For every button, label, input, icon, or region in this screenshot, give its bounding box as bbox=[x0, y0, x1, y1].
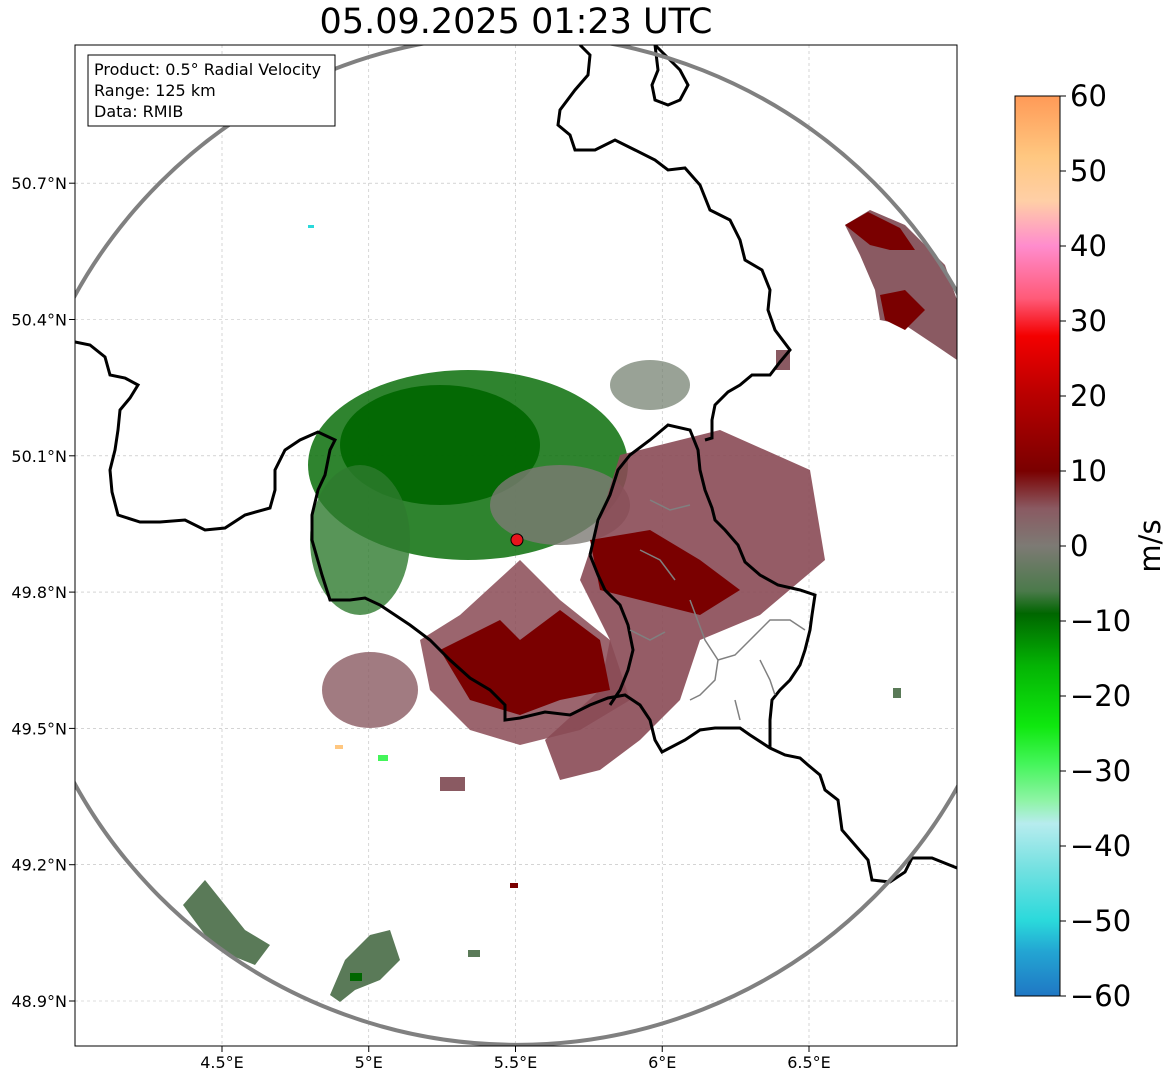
border-germany-bump bbox=[650, 45, 690, 107]
lon-tick-label: 6°E bbox=[648, 1053, 676, 1072]
lon-tick-label: 6.5°E bbox=[787, 1053, 831, 1072]
echo-outbound-southwest bbox=[322, 652, 418, 728]
border-germany-north bbox=[556, 45, 792, 442]
range-ring-125km bbox=[75, 45, 957, 1046]
border-lux-belgium bbox=[588, 554, 635, 706]
echo-fleck bbox=[440, 777, 465, 791]
colorbar-label: m/s bbox=[1133, 519, 1167, 572]
echo-fleck bbox=[350, 973, 362, 981]
colorbar-tick-label: 10 bbox=[1070, 454, 1107, 488]
echo-outbound-core-east bbox=[590, 530, 740, 615]
echo-cell-northeast-core2 bbox=[880, 290, 925, 330]
colorbar-ticks: 60 50 40 30 20 10 0 −10 −20 −30 −40 −50 −60 bbox=[1060, 79, 1131, 1013]
colorbar-tick-label: −50 bbox=[1070, 904, 1131, 938]
lon-tick-label: 5°E bbox=[355, 1053, 383, 1072]
colorbar-tick-label: 20 bbox=[1070, 379, 1107, 413]
longitude-ticks: 4.5°E 5°E 5.5°E 6°E 6.5°E bbox=[200, 1046, 831, 1072]
colorbar: 60 50 40 30 20 10 0 −10 −20 −30 −40 −50 −60 m/s bbox=[1014, 79, 1167, 1013]
lon-tick-label: 5.5°E bbox=[494, 1053, 538, 1072]
colorbar-gradient bbox=[1014, 95, 1061, 997]
border-lorraine-internal bbox=[629, 499, 806, 721]
lat-tick-label: 50.7°N bbox=[11, 174, 67, 193]
echo-outbound-core bbox=[440, 610, 610, 715]
colorbar-tick-label: −60 bbox=[1070, 979, 1131, 1013]
lat-tick-label: 49.8°N bbox=[11, 583, 67, 602]
echo-fleck bbox=[468, 950, 480, 957]
info-box: Product: 0.5° Radial Velocity Range: 125… bbox=[87, 54, 336, 127]
echo-cell-northeast-core bbox=[845, 212, 915, 250]
lon-tick-label: 4.5°E bbox=[200, 1053, 244, 1072]
echo-fleck bbox=[893, 688, 901, 698]
lat-tick-label: 49.2°N bbox=[11, 856, 67, 875]
chart-title: 05.09.2025 01:23 UTC bbox=[319, 2, 713, 42]
colorbar-tick-label: 40 bbox=[1070, 229, 1107, 263]
colorbar-tick-label: −20 bbox=[1070, 679, 1131, 713]
latitude-ticks: 48.9°N 49.2°N 49.5°N 49.8°N 50.1°N 50.4°N 50.7… bbox=[11, 174, 75, 1011]
echo-band-southwest bbox=[183, 880, 270, 965]
echo-fleck bbox=[308, 225, 314, 228]
lat-tick-label: 49.5°N bbox=[11, 719, 67, 738]
colorbar-tick-label: 50 bbox=[1070, 154, 1107, 188]
info-data-source: Data: RMIB bbox=[94, 102, 183, 121]
colorbar-tick-label: 0 bbox=[1070, 529, 1088, 563]
colorbar-tick-label: 30 bbox=[1070, 304, 1107, 338]
echo-neutral-center bbox=[490, 465, 630, 545]
echo-fleck bbox=[378, 755, 388, 761]
colorbar-tick-label: −30 bbox=[1070, 754, 1131, 788]
lat-tick-label: 50.4°N bbox=[11, 311, 67, 330]
echo-neutral-northeast bbox=[610, 360, 690, 410]
colorbar-tick-label: −40 bbox=[1070, 829, 1131, 863]
colorbar-tick-label: 60 bbox=[1070, 79, 1107, 113]
echo-band-south bbox=[330, 930, 400, 1002]
echo-fleck bbox=[335, 745, 343, 749]
border-luxembourg bbox=[588, 423, 817, 748]
border-france-belgium bbox=[75, 340, 957, 884]
radar-site-marker bbox=[510, 533, 524, 547]
echo-fleck bbox=[510, 883, 518, 888]
lat-tick-label: 50.1°N bbox=[11, 447, 67, 466]
info-range: Range: 125 km bbox=[94, 81, 216, 100]
echo-cell-northeast bbox=[845, 210, 957, 360]
echo-inbound-west bbox=[310, 465, 410, 615]
lat-tick-label: 48.9°N bbox=[11, 992, 67, 1011]
echo-inbound-core bbox=[340, 385, 540, 505]
radial-velocity-echoes bbox=[183, 210, 957, 1002]
country-borders bbox=[75, 45, 957, 884]
info-product: Product: 0.5° Radial Velocity bbox=[94, 60, 321, 79]
colorbar-tick-label: −10 bbox=[1070, 604, 1131, 638]
